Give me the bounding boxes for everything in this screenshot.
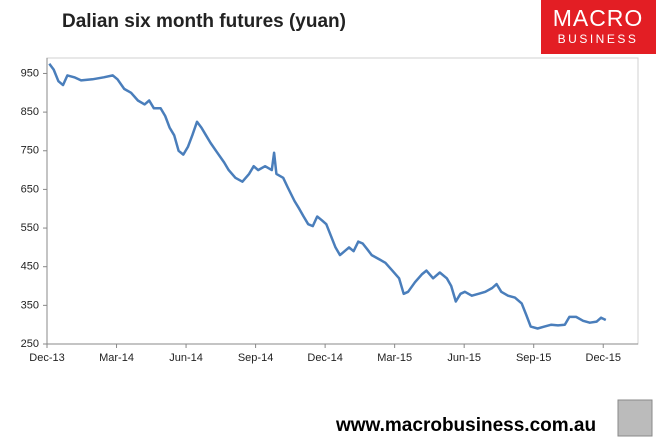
y-tick-label: 250 — [21, 338, 39, 350]
y-tick-label: 750 — [21, 145, 39, 157]
x-tick-label: Mar-15 — [377, 352, 412, 364]
x-tick-label: Jun-15 — [447, 352, 481, 364]
x-tick-label: Sep-15 — [516, 352, 551, 364]
y-tick-label: 650 — [21, 183, 39, 195]
y-tick-label: 350 — [21, 299, 39, 311]
x-tick-label: Dec-14 — [307, 352, 342, 364]
footer-url: www.macrobusiness.com.au — [335, 415, 596, 436]
x-tick-label: Dec-13 — [29, 352, 64, 364]
chart-title: Dalian six month futures (yuan) — [62, 11, 346, 32]
y-tick-label: 950 — [21, 67, 39, 79]
fox-icon — [617, 399, 653, 437]
line-series — [48, 63, 607, 330]
logo-text: BUSINESS — [558, 32, 639, 46]
y-tick-label: 550 — [21, 222, 39, 234]
x-tick-label: Mar-14 — [99, 352, 134, 364]
y-tick-label: 450 — [21, 261, 39, 273]
y-tick-label: 850 — [21, 106, 39, 118]
x-tick-label: Dec-15 — [586, 352, 621, 364]
x-tick-label: Sep-14 — [238, 352, 273, 364]
logo-text: MACRO — [553, 5, 644, 31]
x-tick-label: Jun-14 — [169, 352, 203, 364]
plot-area — [46, 57, 639, 345]
logo-box — [541, 0, 656, 54]
